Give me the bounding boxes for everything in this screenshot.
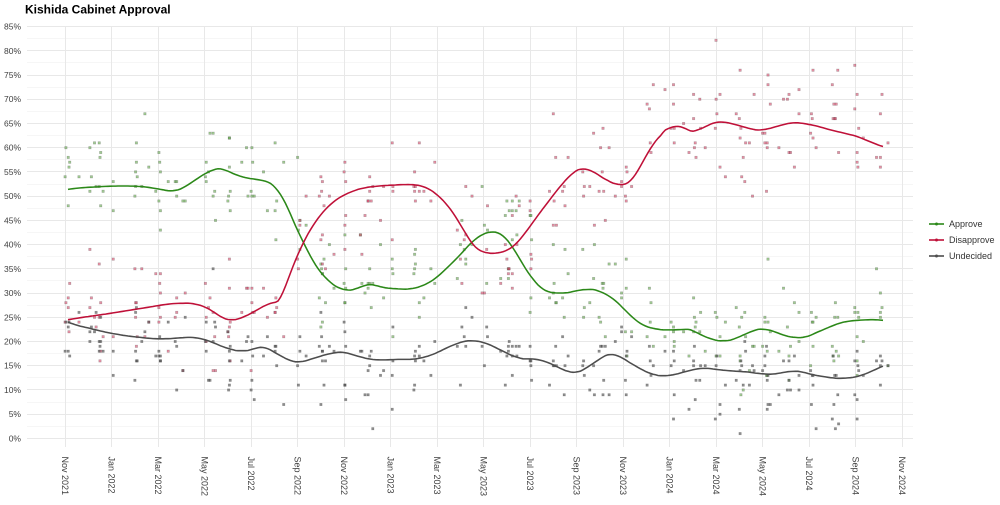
- svg-text:60%: 60%: [4, 143, 21, 153]
- svg-text:Sep 2023: Sep 2023: [572, 457, 582, 496]
- svg-text:45%: 45%: [4, 215, 21, 225]
- svg-text:Kishida Cabinet Approval: Kishida Cabinet Approval: [25, 3, 171, 17]
- svg-text:80%: 80%: [4, 46, 21, 56]
- svg-text:15%: 15%: [4, 361, 21, 371]
- svg-text:55%: 55%: [4, 167, 21, 177]
- svg-text:30%: 30%: [4, 288, 21, 298]
- svg-text:Jul 2022: Jul 2022: [246, 457, 256, 491]
- svg-text:Mar 2023: Mar 2023: [432, 457, 442, 495]
- svg-text:Jan 2024: Jan 2024: [665, 457, 675, 494]
- svg-text:Approve: Approve: [949, 219, 983, 229]
- svg-text:Jan 2022: Jan 2022: [107, 457, 117, 494]
- svg-text:35%: 35%: [4, 264, 21, 274]
- svg-text:20%: 20%: [4, 337, 21, 347]
- svg-text:70%: 70%: [4, 94, 21, 104]
- svg-text:0%: 0%: [9, 433, 22, 443]
- svg-text:Sep 2024: Sep 2024: [851, 457, 861, 496]
- svg-text:Nov 2023: Nov 2023: [618, 457, 628, 496]
- svg-text:10%: 10%: [4, 385, 21, 395]
- svg-text:Nov 2022: Nov 2022: [339, 457, 349, 496]
- svg-text:40%: 40%: [4, 240, 21, 250]
- svg-text:Undecided: Undecided: [949, 251, 992, 261]
- svg-text:Mar 2022: Mar 2022: [153, 457, 163, 495]
- svg-text:May 2022: May 2022: [200, 457, 210, 497]
- svg-text:Jan 2023: Jan 2023: [386, 457, 396, 494]
- svg-text:Mar 2024: Mar 2024: [711, 457, 721, 495]
- svg-text:Nov 2021: Nov 2021: [60, 457, 70, 496]
- svg-text:Disapprove: Disapprove: [949, 235, 995, 245]
- svg-text:Sep 2022: Sep 2022: [293, 457, 303, 496]
- svg-text:May 2024: May 2024: [758, 457, 768, 497]
- svg-text:75%: 75%: [4, 70, 21, 80]
- svg-text:65%: 65%: [4, 119, 21, 129]
- svg-text:5%: 5%: [9, 409, 22, 419]
- svg-text:50%: 50%: [4, 191, 21, 201]
- svg-text:Nov 2024: Nov 2024: [897, 457, 907, 496]
- svg-text:Jul 2023: Jul 2023: [525, 457, 535, 491]
- svg-text:Jul 2024: Jul 2024: [804, 457, 814, 491]
- svg-text:25%: 25%: [4, 312, 21, 322]
- svg-text:85%: 85%: [4, 22, 21, 32]
- svg-text:May 2023: May 2023: [479, 457, 489, 497]
